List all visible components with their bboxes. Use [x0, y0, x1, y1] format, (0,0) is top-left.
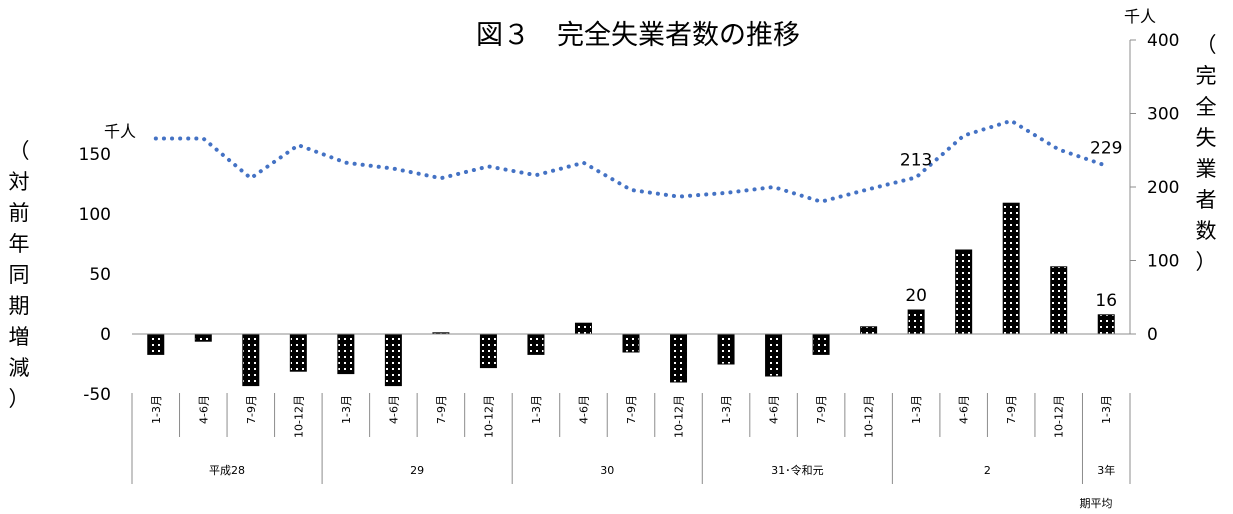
category-label: 1-3月 [530, 395, 543, 424]
bar [147, 333, 165, 355]
left-axis-unit: 千人 [104, 122, 136, 141]
axis-label-char: ） [9, 387, 30, 411]
bar [955, 249, 973, 335]
category-label: 4-6月 [577, 395, 590, 424]
bar [289, 333, 307, 372]
category-label: 4-6月 [958, 395, 971, 424]
bar [812, 333, 830, 355]
axis-label-char: 失 [1196, 126, 1217, 150]
axis-label-char: 減 [9, 356, 30, 380]
category-label: 10-12月 [863, 395, 876, 438]
left-tick-label: 0 [100, 325, 111, 345]
bar [479, 333, 497, 369]
category-label: 7-9月 [245, 395, 258, 424]
left-tick-label: -50 [83, 385, 111, 405]
right-axis-tick-marks [1130, 39, 1136, 335]
bar [242, 333, 260, 387]
category-label: 7-9月 [1005, 395, 1018, 424]
category-label: 1-3月 [150, 395, 163, 424]
group-label: 30 [600, 464, 614, 477]
x-axis: 1-3月 4-6月 7-9月 10-12月 1-3月 4-6月 7-9月 10-12月 1-3月… [131, 393, 1131, 484]
axis-label-char: （ [1196, 33, 1217, 57]
data-label: 20 [905, 286, 927, 306]
right-axis-label: （ 完全失業者数 ） [1196, 33, 1217, 274]
axis-label-char: 年 [9, 232, 30, 256]
line-series [153, 118, 1109, 204]
axis-label-char: 完 [1196, 64, 1217, 88]
left-tick-label: 150 [79, 145, 111, 165]
bar [860, 326, 878, 335]
bar [384, 333, 402, 387]
left-tick-label: 100 [79, 205, 111, 225]
right-axis-unit: 千人 [1124, 7, 1156, 26]
bar [1050, 266, 1068, 335]
category-label: 10-12月 [482, 395, 495, 438]
category-label: 10-12月 [1053, 395, 1066, 438]
left-axis-ticks: 150 100 50 0 -50 [79, 145, 111, 405]
line-path [153, 118, 1109, 204]
category-label: 4-6月 [197, 395, 210, 424]
chart-title: 図３ 完全失業者数の推移 [476, 20, 800, 51]
category-label: 4-6月 [387, 395, 400, 424]
axis-label-char: 同 [9, 263, 30, 287]
right-tick-label: 400 [1147, 31, 1179, 51]
axis-label-char: （ [9, 139, 30, 163]
category-label: 10-12月 [292, 395, 305, 438]
right-tick-label: 0 [1147, 325, 1158, 345]
data-label: 229 [1090, 139, 1122, 159]
bar [1097, 314, 1115, 335]
group-label: 3年 [1097, 463, 1115, 477]
data-label: 213 [900, 150, 932, 170]
group-label: 2 [984, 464, 991, 477]
right-tick-label: 300 [1147, 105, 1179, 125]
bar [1002, 202, 1020, 335]
axis-label-char: 期 [9, 294, 30, 318]
axis-label-char: 者 [1196, 188, 1217, 212]
axis-label-char: 全 [1196, 95, 1217, 119]
group-label: 平成28 [209, 464, 245, 477]
bar [527, 333, 545, 355]
bar [622, 333, 640, 353]
bar [574, 322, 592, 335]
category-label: 7-9月 [815, 395, 828, 424]
footnote: 期平均 [1080, 497, 1113, 510]
category-label: 1-3月 [910, 395, 923, 424]
left-tick-label: 50 [89, 265, 111, 285]
axis-label-char: 数 [1196, 219, 1217, 243]
data-label: 16 [1095, 291, 1117, 311]
bar [765, 333, 783, 377]
data-labels: 213 229 20 16 [900, 139, 1123, 311]
bar-series [147, 202, 1115, 387]
axis-label-char: 前 [9, 201, 30, 225]
group-label: 29 [410, 464, 424, 477]
category-label: 7-9月 [625, 395, 638, 424]
group-label: 31･令和元 [771, 463, 824, 477]
right-tick-label: 100 [1147, 252, 1179, 272]
right-tick-label: 200 [1147, 178, 1179, 198]
bar [670, 333, 688, 383]
bar [337, 333, 355, 375]
axis-label-char: 対 [9, 170, 30, 194]
right-axis-ticks: 400 300 200 100 0 [1147, 31, 1179, 345]
category-label: 1-3月 [1100, 395, 1113, 424]
bar [717, 333, 735, 365]
bar [907, 309, 925, 335]
category-label: 7-9月 [435, 395, 448, 424]
bar [194, 333, 212, 342]
category-label: 1-3月 [720, 395, 733, 424]
category-label: 1-3月 [340, 395, 353, 424]
category-label: 10-12月 [673, 395, 686, 438]
axis-label-char: 業 [1196, 157, 1217, 181]
axis-label-char: ） [1196, 250, 1217, 274]
category-label: 4-6月 [768, 395, 781, 424]
axis-label-char: 増 [9, 325, 30, 349]
